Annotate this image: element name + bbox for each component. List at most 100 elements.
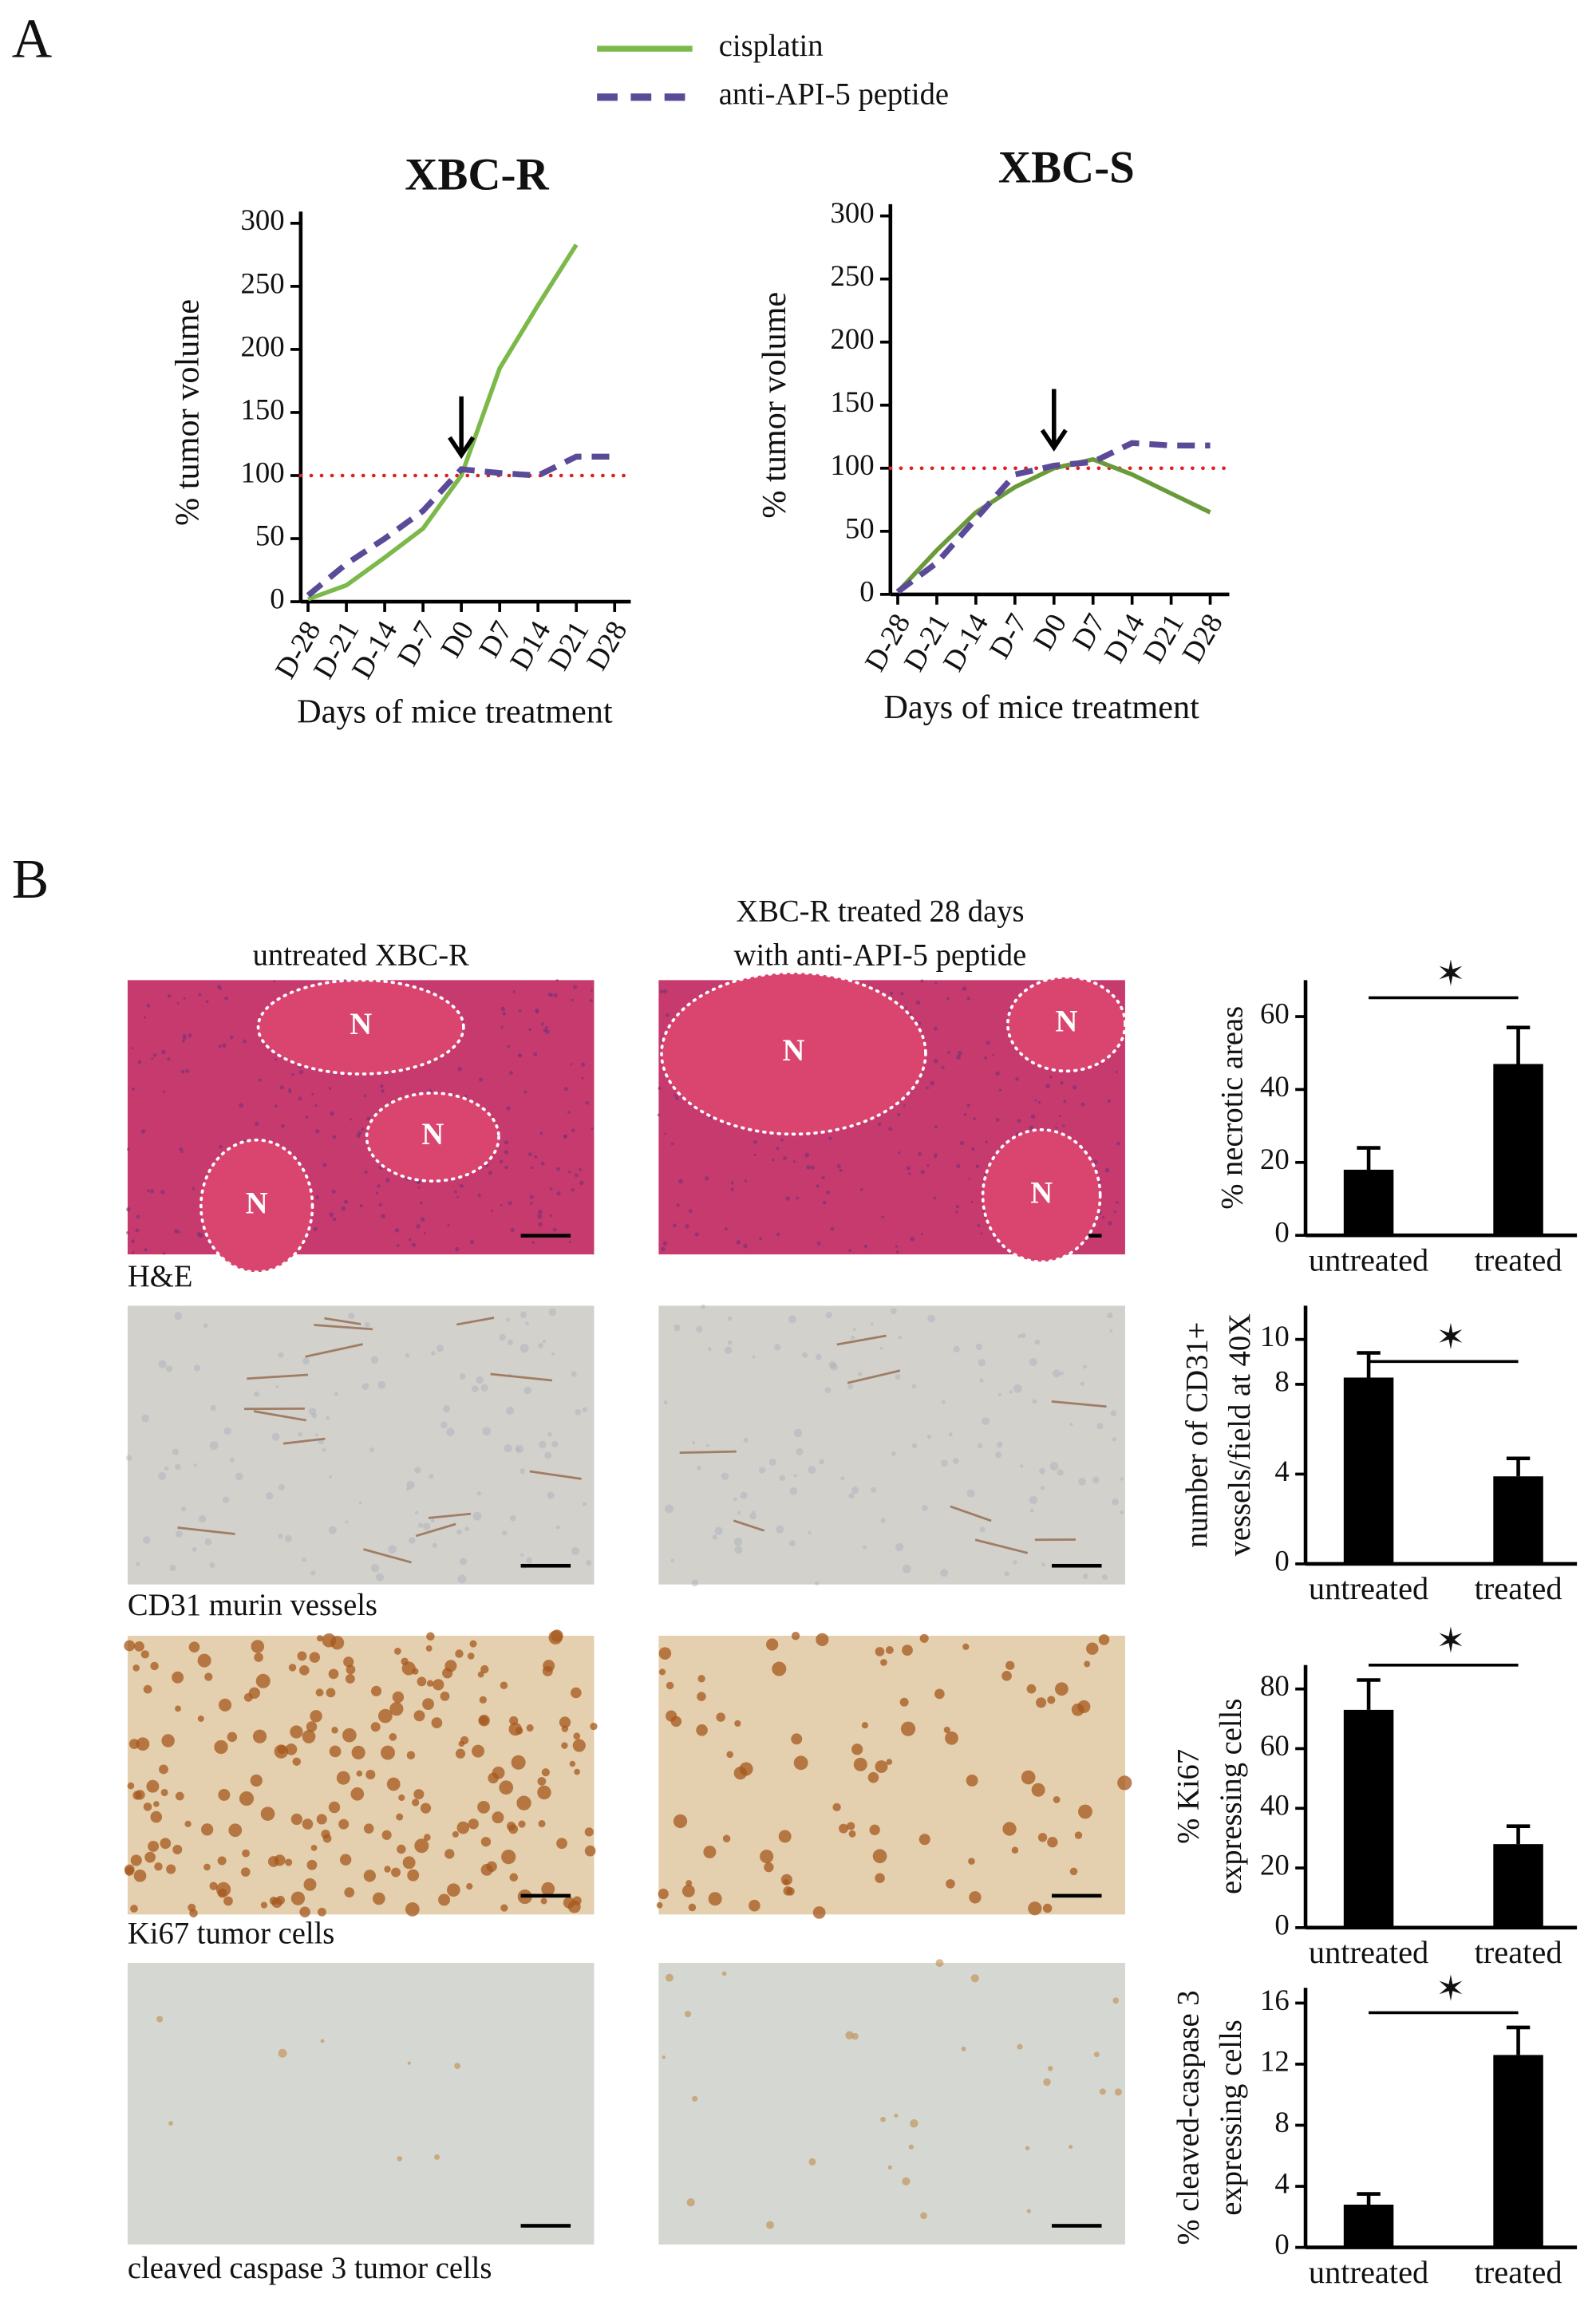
texture (760, 1850, 774, 1864)
texture (243, 1039, 247, 1044)
texture (977, 1224, 981, 1227)
texture (398, 1794, 405, 1802)
texture (539, 1440, 547, 1449)
texture (918, 1151, 922, 1156)
texture (1045, 1084, 1050, 1089)
y-axis-label: expressing cells (1215, 1699, 1248, 1894)
texture (188, 1641, 200, 1652)
texture (310, 1844, 318, 1851)
texture (685, 2011, 692, 2018)
texture (250, 1774, 263, 1787)
texture (696, 1325, 703, 1333)
texture (824, 1387, 832, 1394)
texture (904, 1006, 907, 1009)
texture (127, 1782, 135, 1790)
texture (657, 1113, 661, 1117)
y-axis-label: % Ki67 (1172, 1749, 1206, 1844)
texture (571, 1371, 577, 1377)
texture (488, 1772, 499, 1784)
texture (388, 1545, 397, 1554)
texture (455, 1246, 460, 1252)
texture (848, 1492, 855, 1499)
texture (1051, 1400, 1107, 1408)
panel-label: B (12, 849, 49, 910)
texture (591, 1127, 594, 1131)
texture (426, 1632, 435, 1641)
texture (822, 1200, 827, 1205)
bar (1343, 1169, 1394, 1236)
texture (1080, 1381, 1084, 1386)
texture (828, 1136, 832, 1140)
texture (585, 1559, 592, 1566)
texture (556, 1191, 561, 1196)
texture (1028, 1901, 1042, 1916)
x-tick-label: D21 (1136, 608, 1190, 668)
texture (658, 1086, 662, 1091)
texture (504, 1443, 512, 1453)
texture (977, 1443, 983, 1449)
texture (141, 1414, 150, 1423)
texture (791, 1733, 803, 1745)
texture (801, 1352, 808, 1358)
texture (193, 1463, 197, 1467)
texture (891, 1451, 896, 1456)
texture (417, 1676, 427, 1687)
texture (525, 1321, 529, 1325)
texture (875, 1647, 885, 1656)
texture (983, 1173, 986, 1176)
texture (547, 1431, 552, 1437)
texture (177, 1230, 181, 1234)
texture (134, 1641, 144, 1652)
texture (567, 1171, 571, 1174)
texture (143, 1016, 147, 1019)
texture (506, 1406, 515, 1415)
texture (405, 1902, 420, 1917)
texture (1055, 1126, 1057, 1129)
texture (733, 1497, 737, 1501)
texture (172, 1671, 184, 1684)
texture (509, 1514, 516, 1522)
texture (273, 980, 276, 983)
texture (240, 1867, 251, 1878)
texture (1034, 1099, 1037, 1102)
texture (275, 1385, 279, 1388)
texture (571, 1128, 575, 1133)
arrow (1040, 389, 1068, 452)
texture (488, 1171, 492, 1175)
texture (332, 1217, 337, 1222)
texture (378, 1202, 382, 1206)
texture (420, 1803, 432, 1814)
texture (825, 1190, 830, 1194)
texture (969, 1891, 982, 1904)
texture (457, 1067, 462, 1072)
texture (582, 1502, 587, 1506)
texture (724, 1346, 733, 1354)
texture (531, 1241, 535, 1245)
texture (772, 1159, 775, 1162)
texture (691, 1579, 699, 1587)
texture (867, 1771, 879, 1783)
texture (391, 1867, 401, 1878)
texture (144, 1851, 156, 1863)
texture (934, 981, 938, 985)
y-tick-label: 0 (1274, 1908, 1289, 1941)
texture (986, 1040, 990, 1045)
texture (888, 1127, 893, 1131)
texture (752, 1355, 756, 1359)
texture (455, 1649, 464, 1658)
texture (571, 1188, 575, 1192)
texture (534, 1155, 538, 1159)
texture (227, 1731, 238, 1743)
micrographs: N N N N N N (124, 971, 1132, 2245)
texture (1120, 1477, 1124, 1481)
texture (336, 1771, 350, 1785)
texture (970, 1974, 979, 1983)
texture (209, 1562, 215, 1569)
texture (252, 1729, 267, 1743)
texture (472, 1385, 479, 1392)
texture (727, 1340, 733, 1345)
texture (966, 1774, 978, 1787)
y-tick-label: 0 (859, 575, 874, 607)
texture (945, 1731, 958, 1745)
texture (764, 1862, 774, 1873)
